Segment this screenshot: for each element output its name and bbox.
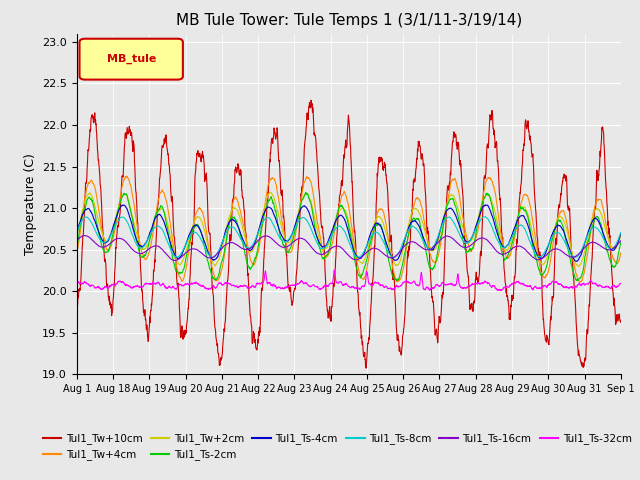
Tul1_Ts-16cm [602, 246, 609, 252]
Tul1_Ts-16cm [602, 246, 609, 252]
Tul1_Ts-8cm [502, 244, 509, 250]
Tul1_Tw+2cm [338, 205, 346, 211]
Tul1_Ts-32cm [602, 284, 609, 290]
Line: Tul1_Tw+2cm: Tul1_Tw+2cm [77, 192, 621, 266]
Tul1_Tw+4cm [502, 251, 509, 257]
Legend: Tul1_Tw+10cm, Tul1_Tw+4cm, Tul1_Tw+2cm, Tul1_Ts-2cm, Tul1_Ts-4cm, Tul1_Ts-8cm, T: Tul1_Tw+10cm, Tul1_Tw+4cm, Tul1_Tw+2cm, … [38, 429, 636, 465]
Tul1_Tw+10cm [502, 282, 509, 288]
Tul1_Tw+4cm [100, 239, 108, 245]
Tul1_Ts-8cm [73, 229, 81, 235]
Tul1_Ts-32cm [323, 283, 331, 289]
Tul1_Ts-32cm [497, 288, 504, 293]
Tul1_Tw+10cm [362, 365, 370, 371]
Tul1_Ts-2cm [574, 278, 582, 284]
Tul1_Ts-16cm [73, 238, 81, 243]
Tul1_Ts-32cm [100, 284, 108, 289]
Tul1_Ts-2cm [302, 190, 310, 195]
Tul1_Ts-2cm [602, 240, 609, 246]
Tul1_Tw+10cm [617, 317, 625, 323]
Line: Tul1_Ts-2cm: Tul1_Ts-2cm [77, 192, 621, 281]
Line: Tul1_Tw+4cm: Tul1_Tw+4cm [77, 176, 621, 282]
Tul1_Tw+2cm [575, 264, 582, 269]
Tul1_Ts-16cm [338, 245, 346, 251]
Tul1_Tw+2cm [602, 226, 609, 231]
Tul1_Ts-8cm [602, 240, 609, 245]
Tul1_Tw+4cm [617, 250, 625, 256]
Tul1_Ts-8cm [617, 229, 625, 235]
Tul1_Ts-4cm [617, 230, 625, 236]
Tul1_Tw+10cm [602, 178, 609, 183]
Line: Tul1_Ts-8cm: Tul1_Ts-8cm [77, 216, 621, 258]
Tul1_Ts-4cm [573, 259, 580, 264]
Line: Tul1_Tw+10cm: Tul1_Tw+10cm [77, 100, 621, 368]
Tul1_Ts-4cm [323, 240, 331, 246]
Tul1_Ts-4cm [338, 213, 346, 218]
Line: Tul1_Ts-4cm: Tul1_Ts-4cm [77, 205, 621, 262]
Tul1_Ts-32cm [602, 284, 609, 290]
Tul1_Ts-4cm [602, 236, 609, 242]
Tul1_Ts-2cm [100, 249, 108, 254]
Tul1_Ts-2cm [602, 242, 609, 248]
Tul1_Ts-32cm [617, 281, 625, 287]
Tul1_Ts-4cm [602, 237, 609, 243]
Tul1_Tw+4cm [576, 279, 584, 285]
Tul1_Ts-32cm [338, 280, 346, 286]
Tul1_Ts-8cm [481, 214, 489, 219]
Tul1_Tw+2cm [266, 190, 273, 195]
Tul1_Tw+10cm [602, 170, 609, 176]
Line: Tul1_Ts-16cm: Tul1_Ts-16cm [77, 236, 621, 261]
Tul1_Ts-8cm [323, 242, 331, 248]
Tul1_Ts-4cm [119, 202, 127, 208]
Tul1_Ts-2cm [323, 252, 331, 257]
Line: Tul1_Ts-32cm: Tul1_Ts-32cm [77, 270, 621, 290]
Title: MB Tule Tower: Tule Temps 1 (3/1/11-3/19/14): MB Tule Tower: Tule Temps 1 (3/1/11-3/19… [175, 13, 522, 28]
Tul1_Tw+10cm [307, 97, 315, 103]
Tul1_Tw+2cm [617, 232, 625, 238]
Tul1_Ts-16cm [81, 233, 88, 239]
Tul1_Tw+2cm [100, 236, 108, 241]
Tul1_Ts-4cm [502, 244, 509, 250]
Tul1_Tw+10cm [100, 258, 108, 264]
Text: MB_tule: MB_tule [106, 54, 156, 64]
Tul1_Ts-8cm [209, 255, 216, 261]
Tul1_Ts-16cm [171, 258, 179, 264]
Tul1_Tw+4cm [602, 217, 609, 223]
Tul1_Ts-16cm [502, 251, 509, 256]
Tul1_Ts-2cm [338, 204, 346, 209]
Tul1_Ts-32cm [502, 283, 509, 288]
Tul1_Ts-2cm [502, 256, 509, 262]
Tul1_Tw+4cm [73, 249, 81, 255]
Y-axis label: Temperature (C): Temperature (C) [24, 153, 36, 255]
Tul1_Ts-16cm [617, 238, 625, 244]
Tul1_Ts-4cm [100, 240, 108, 246]
Tul1_Tw+10cm [323, 306, 331, 312]
Tul1_Tw+4cm [323, 253, 331, 259]
Tul1_Tw+10cm [73, 311, 81, 316]
Tul1_Tw+2cm [502, 247, 509, 252]
Tul1_Ts-2cm [617, 240, 625, 246]
Tul1_Ts-32cm [330, 267, 338, 273]
Tul1_Tw+2cm [602, 227, 609, 232]
Tul1_Tw+4cm [338, 193, 346, 199]
Tul1_Ts-4cm [73, 229, 81, 235]
Tul1_Ts-8cm [602, 240, 609, 246]
Tul1_Ts-8cm [100, 240, 108, 245]
Tul1_Ts-32cm [73, 280, 81, 286]
Tul1_Tw+4cm [602, 219, 609, 225]
Tul1_Tw+4cm [123, 173, 131, 179]
Tul1_Tw+2cm [323, 244, 331, 250]
FancyBboxPatch shape [79, 39, 183, 80]
Tul1_Ts-8cm [338, 225, 346, 230]
Tul1_Ts-2cm [73, 244, 81, 250]
Tul1_Ts-16cm [324, 249, 332, 254]
Tul1_Tw+2cm [73, 233, 81, 239]
Tul1_Ts-16cm [101, 244, 109, 250]
Tul1_Tw+10cm [338, 181, 346, 187]
